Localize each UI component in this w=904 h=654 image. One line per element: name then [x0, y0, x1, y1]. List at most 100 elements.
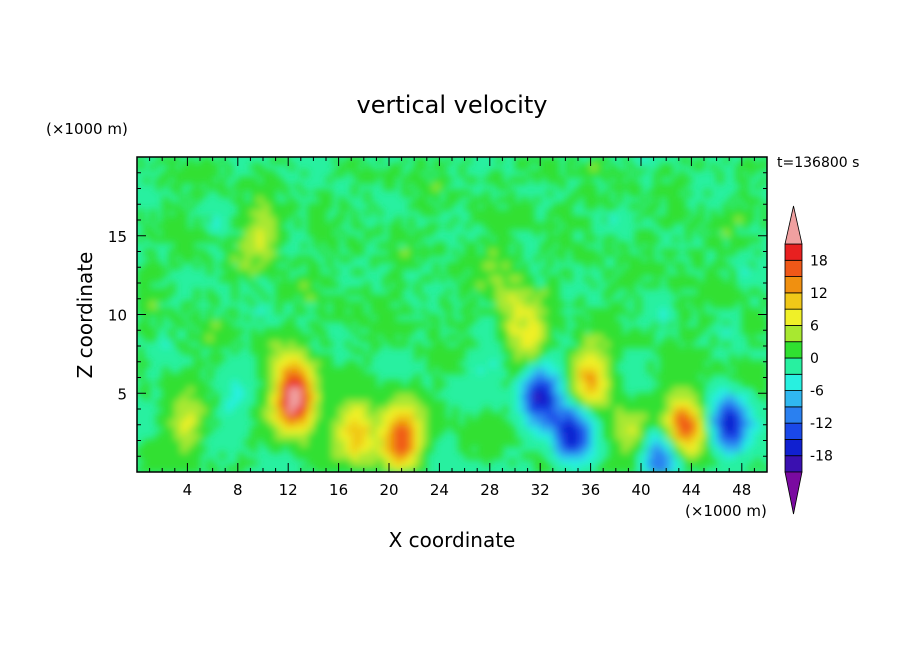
field-cell	[370, 334, 377, 342]
field-cell	[162, 268, 170, 276]
field-cell	[496, 412, 503, 421]
field-cell	[206, 176, 214, 184]
field-cell	[741, 360, 749, 368]
field-cell	[571, 353, 579, 362]
field-cell	[200, 380, 207, 388]
field-cell	[351, 360, 359, 368]
field-cell	[527, 209, 535, 217]
field-cell	[735, 242, 743, 250]
field-cell	[470, 248, 478, 257]
field-cell	[155, 399, 163, 407]
field-cell	[420, 399, 428, 407]
field-cell	[584, 262, 592, 270]
field-cell	[155, 432, 163, 440]
field-cell	[162, 439, 170, 447]
field-cell	[420, 426, 428, 434]
field-cell	[137, 281, 144, 289]
field-cell	[678, 360, 686, 368]
field-cell	[527, 419, 535, 427]
field-cell	[433, 222, 440, 230]
field-cell	[263, 235, 270, 243]
field-cell	[527, 216, 535, 224]
field-cell	[584, 235, 592, 243]
field-cell	[395, 386, 403, 394]
field-cell	[389, 307, 396, 316]
field-cell	[168, 202, 176, 211]
field-cell	[401, 340, 409, 348]
field-cell	[344, 412, 352, 421]
field-cell	[344, 399, 352, 407]
field-cell	[515, 176, 522, 184]
field-cell	[206, 373, 214, 381]
field-cell	[200, 170, 207, 178]
field-cell	[741, 432, 749, 440]
field-cell	[275, 157, 283, 165]
field-cell	[313, 432, 321, 440]
field-cell	[275, 327, 283, 335]
field-cell	[326, 189, 333, 197]
field-cell	[697, 445, 705, 453]
field-cell	[659, 386, 667, 394]
field-cell	[395, 294, 403, 302]
field-cell	[609, 288, 617, 296]
field-cell	[609, 340, 617, 348]
field-cell	[439, 406, 447, 414]
field-cell	[445, 419, 453, 427]
field-cell	[181, 367, 188, 375]
field-cell	[382, 386, 390, 394]
field-cell	[382, 281, 390, 289]
field-cell	[527, 321, 535, 329]
field-cell	[748, 307, 755, 316]
field-cell	[200, 340, 207, 348]
field-cell	[137, 347, 144, 355]
field-cell	[420, 229, 428, 237]
field-cell	[691, 373, 699, 381]
field-cell	[445, 176, 453, 184]
field-cell	[615, 452, 623, 460]
field-cell	[515, 439, 522, 447]
field-cell	[269, 393, 277, 401]
field-cell	[439, 340, 447, 348]
field-cell	[294, 380, 302, 388]
field-cell	[433, 183, 440, 191]
field-cell	[615, 183, 623, 191]
field-cell	[754, 288, 762, 296]
field-cell	[174, 262, 182, 270]
field-cell	[477, 367, 485, 375]
field-cell	[326, 445, 333, 453]
field-cell	[540, 307, 548, 316]
field-cell	[464, 452, 472, 460]
field-cell	[552, 275, 560, 283]
field-cell	[609, 406, 617, 414]
field-cell	[256, 268, 264, 276]
field-cell	[584, 321, 592, 329]
field-cell	[263, 439, 270, 447]
field-cell	[181, 452, 188, 460]
field-cell	[622, 445, 629, 453]
field-cell	[288, 393, 296, 401]
field-cell	[162, 229, 170, 237]
field-cell	[546, 294, 554, 302]
field-cell	[433, 353, 440, 362]
field-cell	[395, 262, 403, 270]
field-cell	[615, 340, 623, 348]
field-cell	[149, 452, 157, 460]
field-cell	[704, 314, 711, 322]
field-cell	[326, 340, 333, 348]
field-cell	[319, 196, 327, 204]
field-cell	[193, 386, 201, 394]
field-cell	[420, 412, 428, 421]
field-cell	[420, 294, 428, 302]
field-cell	[496, 445, 503, 453]
field-cell	[332, 235, 340, 243]
field-cell	[729, 373, 737, 381]
field-cell	[401, 255, 409, 263]
field-cell	[389, 393, 396, 401]
field-cell	[307, 458, 314, 467]
field-cell	[508, 176, 516, 184]
colorbar-segment	[784, 390, 803, 408]
field-cell	[628, 327, 636, 335]
field-cell	[439, 399, 447, 407]
field-cell	[615, 242, 623, 250]
field-cell	[433, 327, 440, 335]
